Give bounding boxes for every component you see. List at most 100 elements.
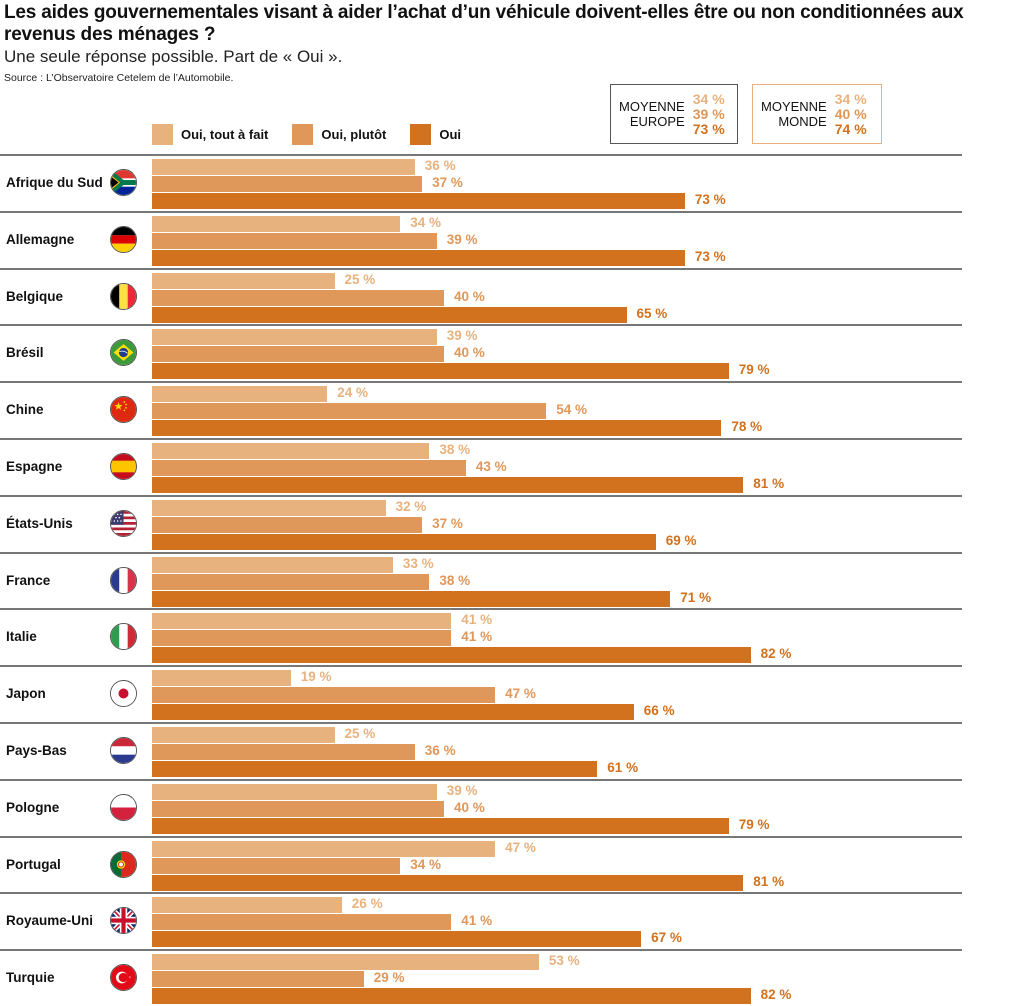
country-label: Brésil [6,345,44,361]
chart-row: Japon 19 % 47 % 66 % [0,665,962,722]
flag-japan-icon [110,680,137,708]
bar-plutot [152,346,444,363]
average-europe-plutot: 39 % [692,105,725,122]
value-label-tout-a-fait: 36 % [424,158,456,173]
bar-tout-a-fait [152,840,496,857]
value-label-tout-a-fait: 41 % [461,612,493,628]
bar-oui [152,988,751,1005]
value-label-oui: 73 % [694,248,726,264]
country-label: Afrique du Sud [6,175,103,190]
value-label-tout-a-fait: 25 % [344,726,376,741]
bar-plutot [152,289,444,306]
chart-title: Les aides gouvernementales visant à aide… [4,2,964,45]
average-europe-tout-a-fait: 34 % [692,90,725,107]
value-label-oui: 79 % [738,362,770,378]
value-label-tout-a-fait: 39 % [446,782,478,798]
flag-france-icon [110,566,137,594]
bar-tout-a-fait [152,159,415,175]
value-label-plutot: 34 % [410,856,441,872]
chart-row: Turquie 53 % 29 % 82 % [0,949,962,1006]
value-label-plutot: 40 % [454,288,485,304]
flag-germany-icon [110,225,137,253]
chart-row: Espagne 38 % 43 % 81 % [0,438,962,495]
flag-belgium-icon [110,282,137,310]
bar-tout-a-fait [152,499,386,516]
bar-plutot [152,460,466,476]
average-europe-label-line1: MOYENNE [619,99,685,114]
bar-tout-a-fait [152,783,437,800]
value-label-oui: 69 % [665,532,697,548]
bar-plutot [152,971,364,988]
country-label: Pologne [6,799,60,815]
legend-label-oui: Oui [439,127,462,142]
flag-italy-icon [110,623,137,651]
bar-plutot [152,687,496,704]
average-europe-box: MOYENNE EUROPE 34 % 39 % 73 % [610,84,738,144]
country-label: Allemagne [6,231,75,247]
value-label-oui: 82 % [760,987,792,1003]
flag-netherlands-icon [110,737,137,764]
bar-plutot [152,857,401,874]
legend: Oui, tout à fait Oui, plutôt Oui [152,124,485,145]
bar-oui [152,477,744,493]
value-label-tout-a-fait: 47 % [505,839,536,855]
value-label-tout-a-fait: 53 % [548,953,580,969]
country-label: États-Unis [6,515,73,531]
country-label: Royaume-Uni [6,913,94,929]
bar-tout-a-fait [152,329,437,346]
chart-row: Chine 24 % 54 % 78 % [0,381,962,438]
chart-row: Pologne 39 % 40 % 79 % [0,778,962,836]
flag-uk-icon [110,907,137,935]
bar-plutot [152,630,452,647]
flag-china-icon [110,396,137,424]
value-label-oui: 67 % [651,930,682,946]
country-label: France [6,572,51,588]
country-label: Italie [6,629,37,645]
bar-plutot [152,800,444,817]
average-europe-label-line2: EUROPE [629,114,685,129]
country-label: Espagne [6,459,63,474]
average-monde-tout-a-fait: 34 % [834,90,867,107]
bar-tout-a-fait [152,897,342,914]
average-europe-oui: 73 % [692,120,725,137]
bar-tout-a-fait [152,272,335,289]
value-label-plutot: 41 % [461,913,493,929]
average-monde-label-line2: MONDE [778,114,827,129]
value-label-oui: 65 % [636,305,668,321]
value-label-plutot: 47 % [505,686,536,702]
value-label-plutot: 43 % [475,459,507,474]
value-label-oui: 81 % [753,873,785,889]
flag-poland-icon [110,793,137,821]
chart-row: Pays-Bas 25 % 36 % 61 % [0,722,962,779]
chart-row: Royaume-Uni 26 % 41 % 67 % [0,892,962,949]
average-monde-label: MOYENNE MONDE [761,99,827,129]
average-europe-label: MOYENNE EUROPE [619,99,685,129]
value-label-oui: 81 % [753,476,785,491]
bar-tout-a-fait [152,443,430,459]
value-label-plutot: 41 % [461,629,493,645]
chart-row: Brésil 39 % 40 % 79 % [0,324,962,381]
bar-tout-a-fait [152,954,539,971]
value-label-oui: 73 % [694,192,726,207]
legend-swatch-oui [410,124,432,145]
chart-row: États-Unis 32 % 37 % 69 % [0,494,962,552]
bar-plutot [152,914,452,931]
country-label: Chine [6,402,44,418]
bar-oui [152,647,751,664]
country-label: Pays-Bas [6,743,67,758]
value-label-tout-a-fait: 33 % [402,555,434,571]
bar-oui [152,590,671,607]
value-label-tout-a-fait: 25 % [344,271,376,287]
average-europe-values: 34 % 39 % 73 % [692,90,725,137]
country-label: Turquie [6,970,55,986]
chart-row: Portugal 47 % 34 % 81 % [0,835,962,893]
value-label-plutot: 29 % [373,970,405,986]
legend-swatch-tout-a-fait [152,124,173,145]
bar-tout-a-fait [152,215,401,232]
bar-oui [152,306,627,323]
value-label-tout-a-fait: 39 % [446,328,478,344]
average-monde-plutot: 40 % [834,105,867,122]
bar-oui [152,363,729,380]
value-label-plutot: 40 % [454,345,485,361]
value-label-plutot: 38 % [439,572,471,588]
